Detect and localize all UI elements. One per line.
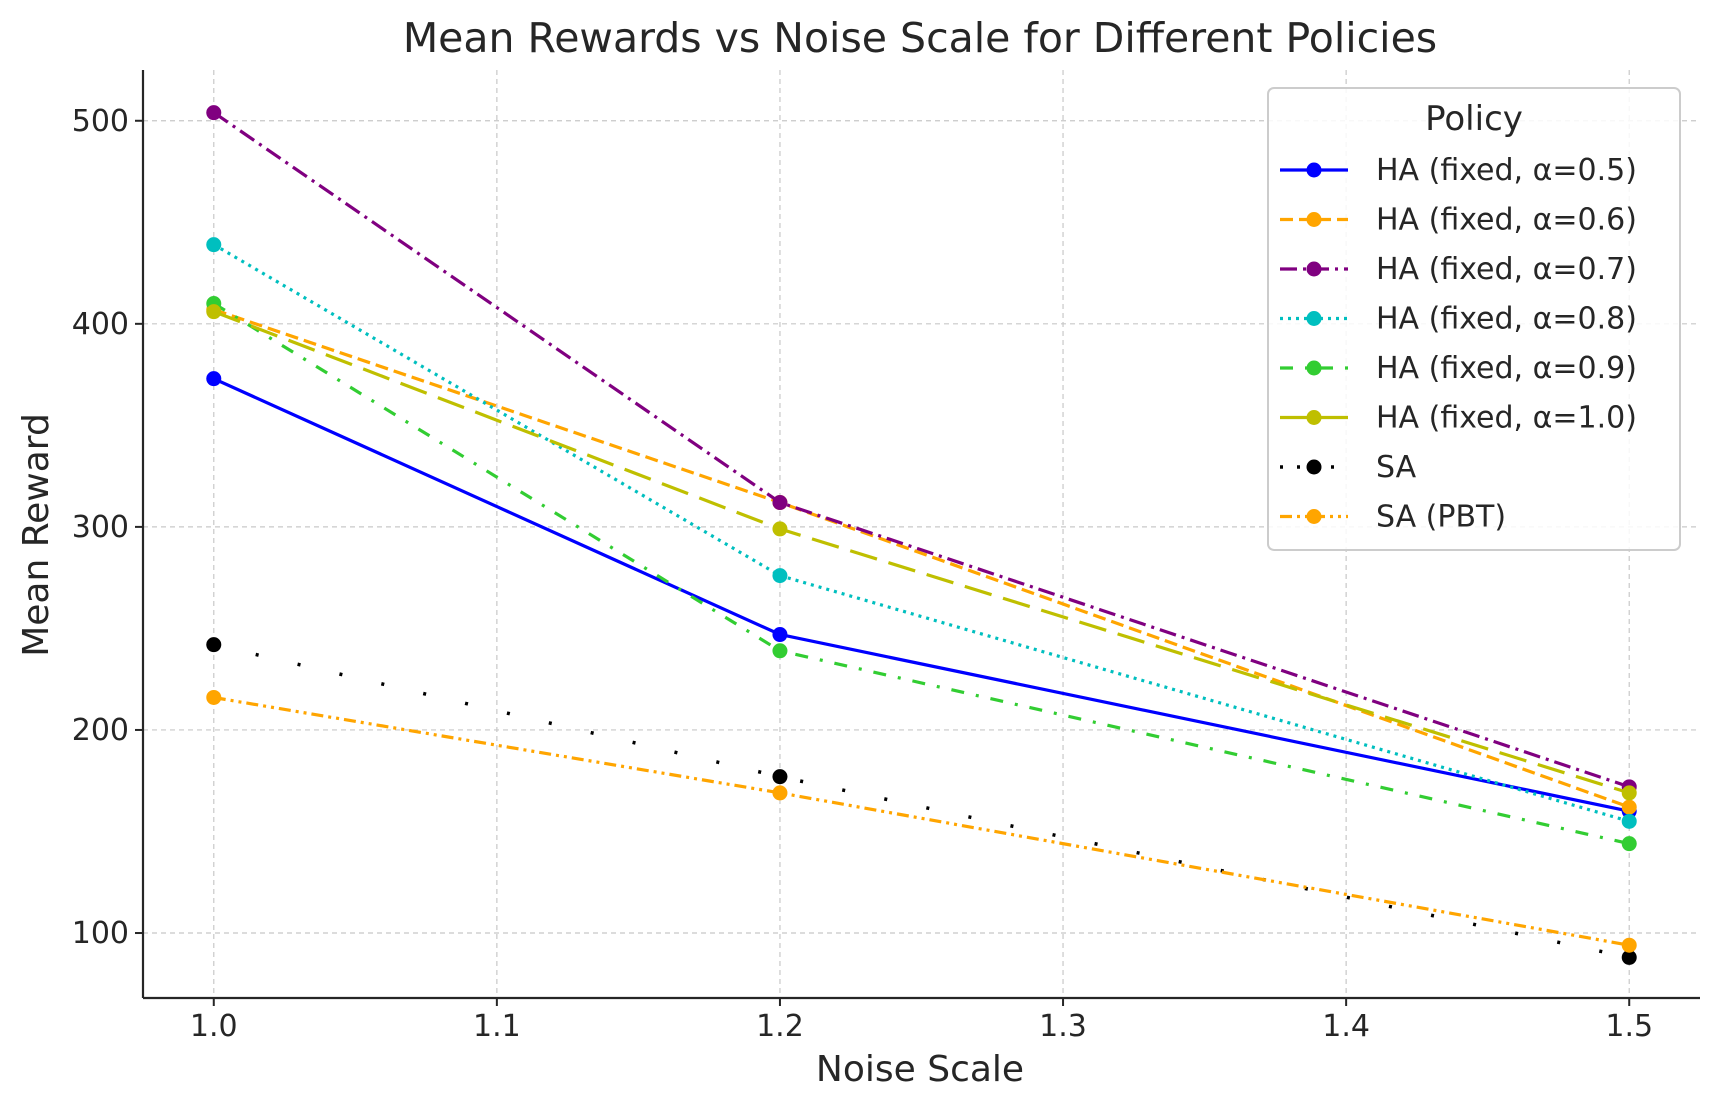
y-tick-label: 400	[72, 307, 129, 342]
y-tick-label: 500	[72, 104, 129, 139]
legend-swatch-marker	[1306, 261, 1322, 277]
data-point	[206, 237, 222, 253]
legend-swatch-marker	[1306, 311, 1322, 326]
x-tick-label: 1.4	[1322, 1009, 1370, 1044]
legend-swatch-marker	[1306, 360, 1322, 376]
legend-item: SA (PBT)	[1280, 500, 1506, 535]
data-point	[772, 568, 788, 584]
series-line	[213, 642, 1630, 960]
series-group	[206, 105, 1637, 965]
data-point	[772, 627, 788, 643]
y-tick-label: 100	[72, 916, 129, 951]
data-point	[1621, 949, 1637, 965]
legend-item: HA (fixed, α=0.9)	[1280, 351, 1637, 386]
legend-label: HA (fixed, α=0.6)	[1376, 203, 1637, 238]
x-tick-label: 1.5	[1605, 1009, 1653, 1044]
series-line	[212, 302, 1630, 846]
data-point	[206, 304, 222, 320]
data-point	[772, 785, 788, 801]
y-tick-label: 300	[72, 510, 129, 545]
legend-item: HA (fixed, α=0.7)	[1280, 252, 1637, 287]
legend-item: HA (fixed, α=0.5)	[1280, 153, 1637, 188]
series-sa	[206, 637, 1637, 965]
legend-swatch-marker	[1306, 459, 1322, 475]
legend-label: SA (PBT)	[1376, 500, 1506, 535]
chart-title: Mean Rewards vs Noise Scale for Differen…	[403, 14, 1437, 62]
x-tick-label: 1.0	[190, 1009, 238, 1044]
data-point	[1621, 937, 1637, 953]
legend-item: HA (fixed, α=1.0)	[1280, 401, 1637, 436]
legend-label: HA (fixed, α=1.0)	[1376, 401, 1637, 436]
data-point	[772, 643, 788, 659]
legend-swatch-marker	[1306, 162, 1322, 178]
data-point	[772, 769, 788, 785]
legend: Policy HA (fixed, α=0.5) HA (fixed, α=0.6)…	[1267, 87, 1681, 551]
legend-item: HA (fixed, α=0.8)	[1280, 302, 1637, 337]
legend-label: HA (fixed, α=0.8)	[1376, 302, 1637, 337]
data-point	[206, 371, 222, 387]
legend-label: HA (fixed, α=0.9)	[1376, 351, 1637, 386]
legend-swatch-marker	[1306, 410, 1322, 425]
legend-swatch-marker	[1306, 212, 1322, 227]
legend-title: Policy	[1425, 99, 1523, 139]
series-line	[213, 695, 1630, 947]
data-point	[772, 521, 788, 537]
legend-label: HA (fixed, α=0.5)	[1376, 153, 1637, 188]
series-sa-pbt	[206, 689, 1637, 953]
data-point	[206, 689, 222, 705]
data-point	[1621, 836, 1637, 852]
legend-swatch-marker	[1306, 509, 1322, 524]
data-point	[1621, 813, 1637, 829]
data-point	[772, 495, 788, 511]
legend-item: HA (fixed, α=0.6)	[1280, 203, 1637, 238]
x-axis-label: Noise Scale	[816, 1049, 1024, 1090]
x-tick-label: 1.3	[1039, 1009, 1087, 1044]
y-axis-label: Mean Reward	[16, 413, 57, 657]
data-point	[206, 637, 222, 653]
axes: 1.0 1.1 1.2 1.3 1.4 1.5 100 200 300 400 500	[72, 70, 1700, 1044]
legend-label: SA	[1376, 450, 1417, 485]
legend-item: SA	[1280, 450, 1417, 485]
data-point	[206, 105, 222, 121]
x-tick-label: 1.2	[756, 1009, 804, 1044]
data-point	[1621, 799, 1637, 815]
y-tick-label: 200	[72, 713, 129, 748]
series-ha-fixed-0-8	[206, 237, 1637, 829]
series-line	[212, 243, 1630, 823]
series-ha-fixed-1-0	[206, 304, 1637, 801]
legend-box	[1267, 87, 1681, 551]
x-tick-label: 1.1	[473, 1009, 521, 1044]
legend-label: HA (fixed, α=0.7)	[1376, 252, 1637, 287]
data-point	[1621, 785, 1637, 801]
